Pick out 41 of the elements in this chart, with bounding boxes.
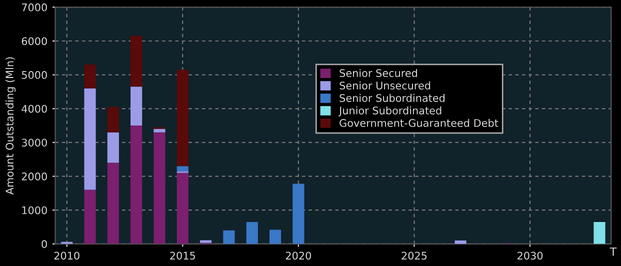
bar: [107, 162, 119, 244]
bar: [107, 132, 119, 163]
y-tick-label: 6000: [22, 37, 47, 46]
bar: [200, 240, 212, 243]
y-axis-title: Amount Outstanding (Mln): [5, 57, 16, 195]
y-tick-label: 2000: [22, 172, 47, 180]
y-tick-label: 0: [42, 240, 47, 248]
y-tick-label: 3000: [22, 138, 47, 147]
y-tick-label: 1000: [22, 206, 47, 214]
bar: [84, 64, 96, 88]
y-tick-label: 7000: [22, 3, 47, 12]
bar: [130, 36, 142, 87]
legend-label: Senior Secured: [340, 68, 418, 78]
bar: [454, 240, 466, 244]
x-tick-label: 2025: [402, 252, 427, 260]
bar: [107, 106, 119, 132]
legend-label: Senior Subordinated: [340, 94, 444, 102]
bar: [246, 222, 258, 244]
x-tick-label: 2010: [54, 252, 80, 260]
bar: [269, 230, 282, 244]
bar: [130, 126, 142, 244]
bar: [176, 172, 188, 244]
legend-label: Senior Unsecured: [340, 81, 430, 90]
legend-label: Junior Subordinated: [338, 106, 442, 116]
x-tick-label: 2030: [518, 252, 543, 260]
bar: [176, 70, 188, 166]
bar: [154, 128, 166, 132]
x-tick-label: 2020: [286, 252, 311, 260]
bar: [594, 222, 606, 244]
bar: [292, 184, 304, 244]
y-tick-label: 5000: [22, 71, 47, 79]
bar: [176, 166, 188, 172]
bar: [84, 88, 96, 190]
text: T: [610, 248, 617, 256]
legend-label: Government-Guaranteed Debt: [340, 118, 498, 127]
bar: [130, 86, 142, 126]
bar: [84, 190, 96, 244]
x-tick-label: 2015: [170, 252, 195, 260]
y-tick-label: 4000: [22, 104, 47, 113]
bar: [154, 132, 166, 244]
bar: [223, 230, 235, 244]
